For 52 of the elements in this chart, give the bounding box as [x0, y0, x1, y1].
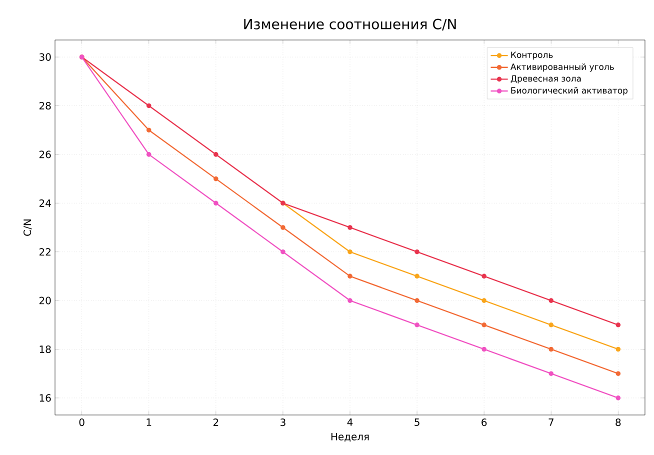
point — [616, 396, 621, 400]
x-tick-label: 4 — [347, 418, 353, 426]
y-axis-title: C/N — [24, 220, 32, 236]
point — [280, 225, 286, 230]
point — [548, 298, 554, 303]
point — [280, 249, 286, 254]
x-tick-label: 1 — [146, 418, 152, 426]
chart-title: Изменение соотношения C/N — [244, 18, 456, 30]
x-tick-label: 3 — [280, 418, 286, 426]
point — [348, 225, 352, 230]
point — [414, 274, 420, 279]
legend-label: Древесная зола — [510, 75, 581, 84]
point — [548, 346, 554, 352]
point — [482, 322, 486, 328]
x-tick-label: 7 — [548, 418, 554, 426]
x-tick-label: 8 — [616, 418, 621, 426]
point — [146, 103, 152, 108]
x-tick-label: 2 — [213, 418, 218, 426]
legend-label: Контроль — [511, 52, 553, 60]
point — [616, 346, 621, 352]
point — [214, 176, 218, 182]
x-tick-label: 5 — [414, 418, 420, 426]
point — [482, 346, 486, 352]
y-tick-label: 22 — [39, 248, 50, 256]
y-tick-label: 26 — [39, 150, 51, 158]
legend-label: Биологический активатор — [511, 87, 628, 96]
point — [214, 152, 218, 157]
point — [414, 249, 420, 254]
point — [548, 322, 554, 328]
point — [414, 322, 420, 328]
point — [482, 274, 486, 279]
point — [616, 371, 621, 376]
point — [548, 371, 554, 376]
point — [348, 274, 352, 279]
y-tick-label: 24 — [39, 199, 51, 207]
y-tick-label: 16 — [40, 394, 51, 402]
y-tick-label: 18 — [40, 345, 51, 354]
point — [482, 298, 486, 303]
point — [348, 298, 352, 303]
x-tick-label: 0 — [79, 418, 84, 426]
point — [348, 249, 352, 254]
y-tick-label: 20 — [39, 296, 51, 304]
y-tick-label: 30 — [40, 53, 51, 61]
point — [616, 322, 621, 328]
point — [414, 298, 420, 303]
point — [146, 152, 152, 157]
x-tick-label: 6 — [482, 418, 487, 426]
point — [214, 200, 218, 206]
y-tick-label: 28 — [39, 102, 51, 110]
x-axis-title: Неделя — [331, 432, 369, 442]
point — [146, 128, 152, 132]
legend-label: Активированный уголь — [510, 63, 614, 72]
